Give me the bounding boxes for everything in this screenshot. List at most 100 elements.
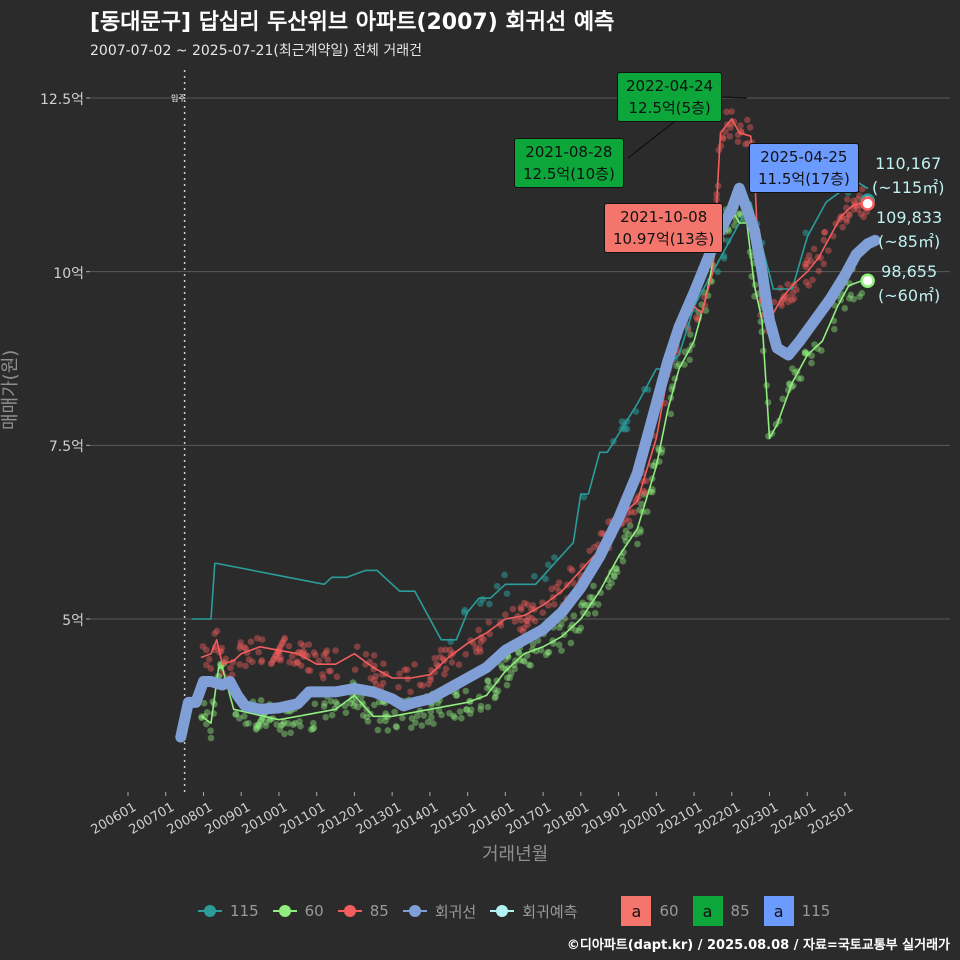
end-label-60: 98,655 (~60㎡) (878, 260, 940, 308)
scatter-point-85 (237, 639, 244, 646)
prediction-marker (860, 273, 875, 288)
scatter-point-85 (270, 656, 277, 664)
scatter-point-60 (492, 693, 499, 701)
scatter-point-60 (841, 304, 849, 312)
scatter-point-85 (599, 529, 606, 537)
scatter-point-85 (815, 267, 823, 275)
scatter-point-60 (612, 565, 620, 572)
legend-item-60: 60 (272, 901, 324, 921)
scatter-point-85 (570, 579, 577, 587)
scatter-point-60 (374, 726, 382, 734)
scatter-point-60 (467, 706, 475, 713)
scatter-point-85 (207, 665, 215, 672)
scatter-point-85 (324, 656, 332, 663)
scatter-point-85 (770, 298, 778, 306)
scatter-point-60 (462, 687, 470, 695)
scatter-point-60 (507, 670, 515, 677)
scatter-point-60 (634, 540, 641, 548)
scatter-point-60 (359, 712, 367, 719)
scatter-point-60 (393, 723, 401, 731)
scatter-point-115 (802, 229, 809, 237)
scatter-point-85 (820, 260, 828, 268)
scatter-point-60 (544, 649, 551, 656)
scatter-point-85 (531, 617, 539, 625)
scatter-point-60 (245, 720, 252, 727)
scatter-point-60 (640, 491, 648, 498)
legend-key-regression (402, 901, 427, 921)
scatter-point-60 (527, 662, 534, 669)
scatter-point-60 (252, 726, 260, 733)
scatter-point-60 (595, 601, 602, 608)
scatter-point-60 (311, 700, 319, 708)
scatter-point-60 (494, 687, 502, 695)
scatter-point-60 (438, 711, 445, 719)
scatter-point-85 (448, 659, 456, 666)
scatter-point-85 (372, 680, 380, 688)
scatter-point-85 (323, 647, 331, 654)
scatter-point-85 (258, 657, 266, 664)
scatter-point-85 (597, 530, 605, 537)
scatter-point-60 (545, 648, 553, 656)
scatter-point-60 (232, 710, 240, 718)
scatter-point-85 (790, 295, 798, 302)
scatter-point-60 (273, 721, 280, 728)
scatter-point-85 (860, 213, 867, 221)
scatter-point-60 (542, 651, 550, 659)
scatter-point-60 (322, 713, 329, 721)
scatter-point-60 (276, 726, 284, 733)
scatter-point-60 (521, 658, 528, 665)
scatter-point-85 (370, 652, 378, 659)
end-label-85: 109,833 (~85㎡) (876, 206, 942, 254)
scatter-point-115 (461, 606, 469, 614)
scatter-point-60 (458, 714, 465, 722)
scatter-point-85 (845, 212, 853, 219)
scatter-point-60 (486, 682, 493, 690)
scatter-point-85 (640, 487, 648, 495)
scatter-point-85 (274, 655, 282, 663)
scatter-point-60 (648, 488, 656, 496)
scatter-point-115 (542, 575, 549, 583)
scatter-point-60 (695, 308, 703, 316)
scatter-point-85 (801, 260, 809, 268)
y-tick-label: 12.5억 (39, 92, 84, 108)
scatter-point-60 (555, 641, 563, 649)
scatter-point-60 (619, 557, 627, 565)
scatter-point-60 (758, 328, 766, 336)
legend-label: 60 (304, 902, 324, 920)
scatter-point-60 (262, 722, 270, 730)
scatter-point-60 (519, 657, 527, 664)
scatter-point-85 (839, 223, 846, 231)
scatter-point-60 (280, 718, 288, 726)
scatter-point-85 (401, 666, 408, 673)
scatter-point-85 (803, 260, 811, 268)
scatter-point-85 (427, 676, 435, 684)
scatter-point-60 (610, 572, 618, 580)
legend-box-115: a 115 (763, 896, 830, 926)
scatter-point-85 (850, 197, 858, 205)
scatter-point-85 (300, 642, 307, 649)
scatter-point-85 (288, 653, 296, 660)
annotation-price: 10.97억(13층) (613, 230, 715, 248)
scatter-point-85 (539, 609, 547, 617)
scatter-point-60 (279, 721, 287, 728)
scatter-point-60 (575, 627, 583, 634)
annotation-date: 2025-04-25 (760, 148, 848, 166)
scatter-point-85 (480, 635, 487, 643)
legend-label: 85 (730, 902, 750, 920)
annotation-price: 11.5억(17층) (758, 170, 850, 188)
scatter-point-85 (279, 639, 286, 646)
scatter-point-60 (610, 573, 618, 581)
legend-box-85: a 85 (692, 896, 750, 926)
scatter-point-85 (437, 646, 445, 654)
scatter-point-85 (411, 661, 418, 668)
scatter-point-85 (403, 666, 411, 673)
scatter-point-115 (501, 571, 508, 579)
scatter-point-85 (525, 613, 532, 620)
scatter-point-85 (305, 641, 313, 648)
scatter-point-60 (808, 352, 815, 359)
scatter-point-60 (702, 307, 710, 314)
scatter-point-60 (491, 694, 499, 702)
legend-box-swatch: a (621, 896, 652, 926)
scatter-point-85 (315, 657, 323, 665)
scatter-point-60 (736, 210, 744, 217)
